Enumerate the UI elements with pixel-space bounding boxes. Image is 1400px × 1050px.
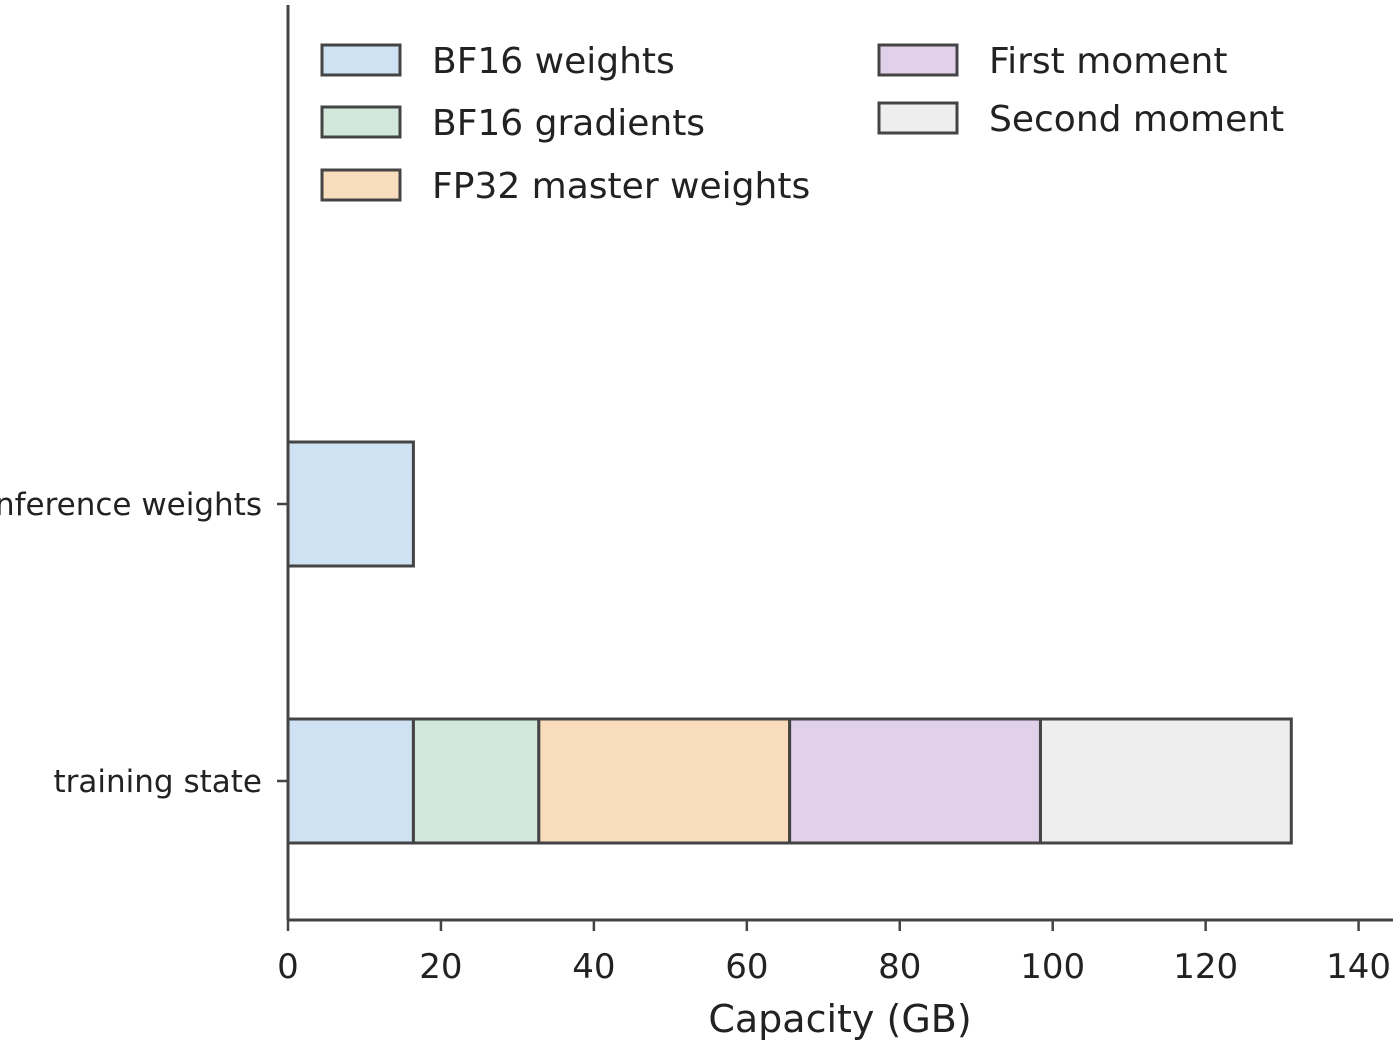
legend-label: FP32 master weights	[432, 166, 810, 207]
x-tick-label: 40	[572, 947, 615, 987]
legend-label: Second moment	[989, 99, 1284, 140]
bar-segment	[286, 717, 415, 845]
axes-group: 0 20 40 60 80 100 120 140 inference weights train…	[0, 5, 1393, 987]
x-tick-label: 120	[1173, 947, 1238, 987]
bar-segment	[537, 717, 792, 845]
legend-swatch	[877, 101, 959, 135]
y-tick-label: inference weights	[0, 487, 262, 523]
x-tick-label: 80	[878, 947, 921, 987]
legend-label: BF16 weights	[432, 41, 675, 82]
legend-label: First moment	[989, 41, 1227, 82]
bar-segment	[411, 717, 541, 845]
legend: BF16 weights BF16 gradients FP32 master we…	[320, 41, 1284, 207]
x-tick-label: 0	[277, 947, 299, 987]
x-axis-label: Capacity (GB)	[708, 997, 971, 1041]
bars-group	[286, 440, 1293, 845]
x-tick-label: 20	[419, 947, 462, 987]
bar-segment	[286, 440, 415, 568]
legend-label: BF16 gradients	[432, 103, 705, 144]
y-tick-label: training state	[54, 764, 262, 800]
x-tick-label: 140	[1326, 947, 1391, 987]
legend-swatch	[320, 168, 402, 202]
x-tick-label: 60	[725, 947, 768, 987]
bar-segment	[1038, 717, 1293, 845]
legend-swatch	[320, 43, 402, 77]
legend-swatch	[877, 43, 959, 77]
bar-segment	[788, 717, 1042, 845]
legend-swatch	[320, 105, 402, 139]
x-tick-label: 100	[1020, 947, 1085, 987]
